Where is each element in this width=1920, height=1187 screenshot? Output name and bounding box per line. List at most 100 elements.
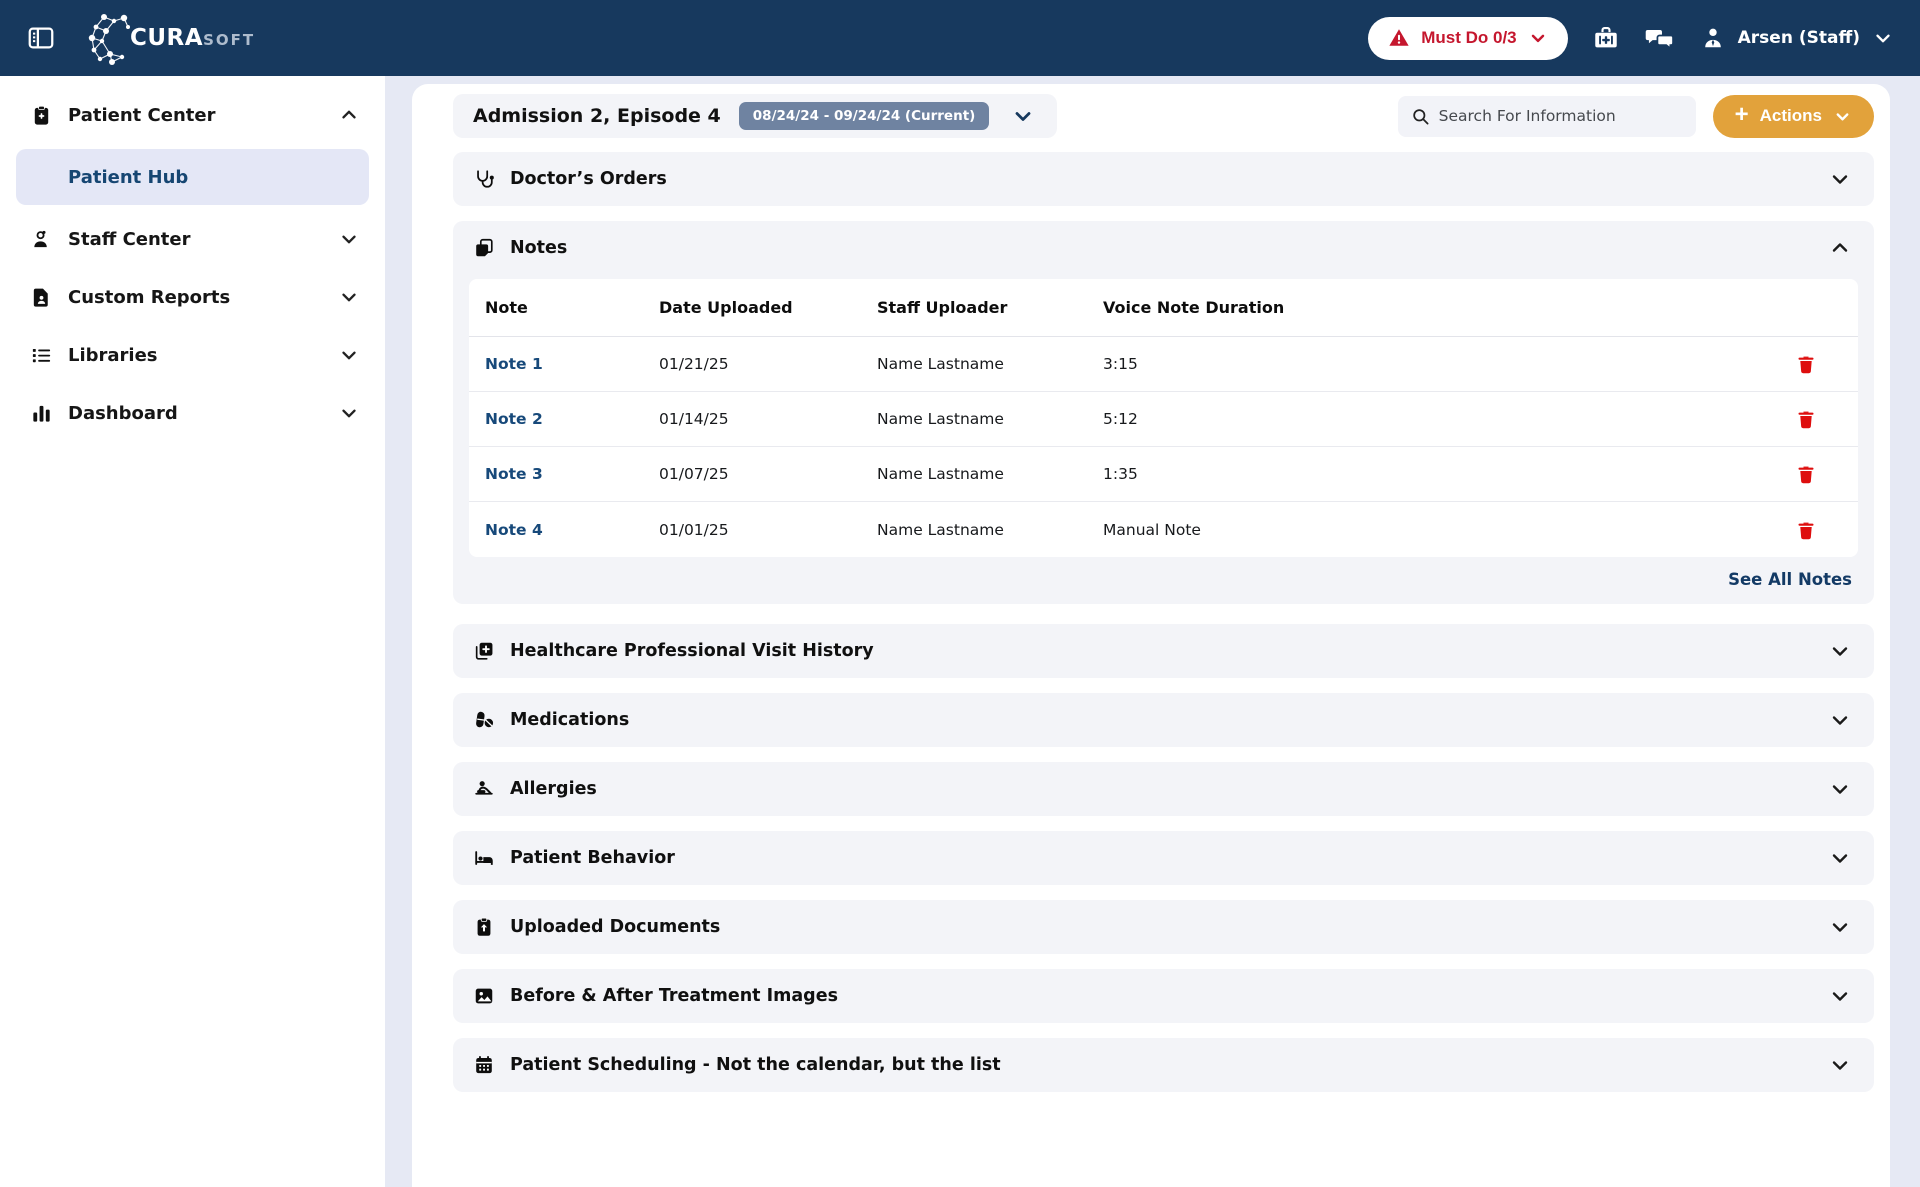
note-link[interactable]: Note 1	[485, 355, 543, 373]
medical-bag-icon[interactable]	[1592, 24, 1620, 52]
trash-icon	[1798, 522, 1814, 539]
brand-name: CURA	[130, 25, 204, 51]
stethoscope-icon	[473, 168, 495, 190]
curasoft-logo: CURA SOFT	[84, 9, 255, 67]
staff-person-icon	[30, 228, 53, 251]
warning-triangle-icon	[1389, 29, 1409, 46]
notes-icon	[473, 237, 495, 259]
section-doctors-orders[interactable]: Doctor’s Orders	[453, 152, 1874, 206]
note-uploader: Name Lastname	[877, 410, 1004, 428]
section-label: Notes	[510, 238, 568, 258]
delete-note-button[interactable]	[1794, 461, 1820, 487]
section-medications[interactable]: Medications	[453, 693, 1874, 747]
section-uploaded-documents[interactable]: Uploaded Documents	[453, 900, 1874, 954]
section-label: Patient Scheduling - Not the calendar, b…	[510, 1055, 1001, 1075]
chevron-down-icon	[338, 402, 360, 424]
main-content: Admission 2, Episode 4 08/24/24 - 09/24/…	[412, 84, 1890, 1187]
notes-table: Note Date Uploaded Staff Uploader Voice …	[469, 279, 1858, 557]
sidebar-toggle-icon[interactable]	[26, 23, 60, 53]
note-date: 01/07/25	[659, 465, 729, 483]
note-duration: 3:15	[1103, 355, 1138, 373]
user-menu[interactable]: Arsen (Staff)	[1700, 25, 1894, 51]
image-icon	[473, 985, 495, 1007]
search-input[interactable]	[1438, 107, 1683, 125]
table-row: Note 2 01/14/25 Name Lastname 5:12	[469, 392, 1858, 447]
upload-document-icon	[473, 916, 495, 938]
delete-note-button[interactable]	[1794, 406, 1820, 432]
chevron-down-icon	[1828, 915, 1852, 939]
messages-icon[interactable]	[1644, 23, 1676, 53]
chevron-down-icon	[338, 228, 360, 250]
search-icon	[1411, 107, 1430, 126]
section-notes-header[interactable]: Notes	[453, 221, 1874, 275]
note-duration: Manual Note	[1103, 520, 1201, 539]
section-label: Medications	[510, 710, 630, 730]
chevron-down-icon	[1876, 34, 1890, 43]
sidebar-item-label: Patient Center	[68, 104, 216, 126]
note-uploader: Name Lastname	[877, 465, 1004, 483]
delete-note-button[interactable]	[1794, 517, 1820, 543]
sidebar: Patient Center Patient Hub Staff Center	[0, 76, 385, 1187]
sidebar-item-staff-center[interactable]: Staff Center	[0, 215, 385, 263]
sidebar-item-custom-reports[interactable]: Custom Reports	[0, 273, 385, 321]
sidebar-item-label: Libraries	[68, 344, 158, 366]
trash-icon	[1798, 466, 1814, 484]
note-duration: 5:12	[1103, 410, 1138, 428]
chevron-down-icon	[1828, 167, 1852, 191]
report-document-icon	[30, 286, 53, 309]
column-header-staff-uploader: Staff Uploader	[877, 298, 1008, 317]
chevron-up-icon	[1828, 236, 1852, 260]
section-patient-behavior[interactable]: Patient Behavior	[453, 831, 1874, 885]
must-do-button[interactable]: Must Do 0/3	[1368, 16, 1568, 60]
chevron-down-icon	[1828, 777, 1852, 801]
medical-kit-icon	[473, 640, 495, 662]
actions-label: Actions	[1759, 106, 1822, 125]
table-row: Note 1 01/21/25 Name Lastname 3:15	[469, 337, 1858, 392]
see-all-notes-link[interactable]: See All Notes	[1728, 570, 1852, 589]
user-name: Arsen (Staff)	[1737, 28, 1860, 48]
section-label: Patient Behavior	[510, 848, 675, 868]
sidebar-item-libraries[interactable]: Libraries	[0, 331, 385, 379]
note-uploader: Name Lastname	[877, 355, 1004, 373]
user-icon	[1704, 28, 1721, 48]
sidebar-item-dashboard[interactable]: Dashboard	[0, 389, 385, 437]
section-notes-expanded: Notes Note Date Uploaded Staff Uploader …	[453, 221, 1874, 604]
section-patient-scheduling[interactable]: Patient Scheduling - Not the calendar, b…	[453, 1038, 1874, 1092]
pills-icon	[473, 709, 495, 731]
sidebar-item-label: Custom Reports	[68, 286, 231, 308]
sidebar-item-patient-center[interactable]: Patient Center	[0, 91, 385, 139]
chevron-down-icon	[338, 286, 360, 308]
chevron-down-icon	[1828, 1053, 1852, 1077]
actions-button[interactable]: + Actions	[1712, 94, 1874, 138]
bed-icon	[473, 847, 495, 869]
section-label: Allergies	[510, 779, 597, 799]
top-navbar: CURA SOFT Must Do 0/3	[0, 0, 1920, 76]
note-link[interactable]: Note 3	[485, 465, 543, 483]
section-label: Doctor’s Orders	[510, 169, 667, 189]
section-allergies[interactable]: Allergies	[453, 762, 1874, 816]
table-row: Note 4 01/01/25 Name Lastname Manual Not…	[469, 502, 1858, 557]
column-header-date-uploaded: Date Uploaded	[659, 298, 793, 317]
chevron-down-icon	[1011, 104, 1035, 128]
chevron-down-icon	[1828, 708, 1852, 732]
trash-icon	[1798, 411, 1814, 429]
note-link[interactable]: Note 4	[485, 520, 543, 539]
section-before-after-treatment-images[interactable]: Before & After Treatment Images	[453, 969, 1874, 1023]
delete-note-button[interactable]	[1794, 351, 1820, 377]
chevron-down-icon	[1828, 846, 1852, 870]
bar-chart-icon	[30, 402, 53, 425]
sidebar-item-patient-hub[interactable]: Patient Hub	[16, 149, 369, 205]
section-label: Before & After Treatment Images	[510, 986, 838, 1006]
sidebar-item-label: Dashboard	[68, 402, 178, 424]
section-healthcare-professional-visit-history[interactable]: Healthcare Professional Visit History	[453, 624, 1874, 678]
note-link[interactable]: Note 2	[485, 410, 543, 428]
admission-selector[interactable]: Admission 2, Episode 4 08/24/24 - 09/24/…	[453, 94, 1058, 138]
search-bar	[1397, 95, 1696, 137]
chevron-down-icon	[1531, 34, 1544, 43]
note-date: 01/14/25	[659, 410, 729, 428]
section-label: Uploaded Documents	[510, 917, 721, 937]
calendar-icon	[473, 1054, 495, 1076]
admission-title: Admission 2, Episode 4	[473, 105, 721, 127]
chevron-down-icon	[1828, 639, 1852, 663]
note-date: 01/01/25	[659, 520, 729, 539]
